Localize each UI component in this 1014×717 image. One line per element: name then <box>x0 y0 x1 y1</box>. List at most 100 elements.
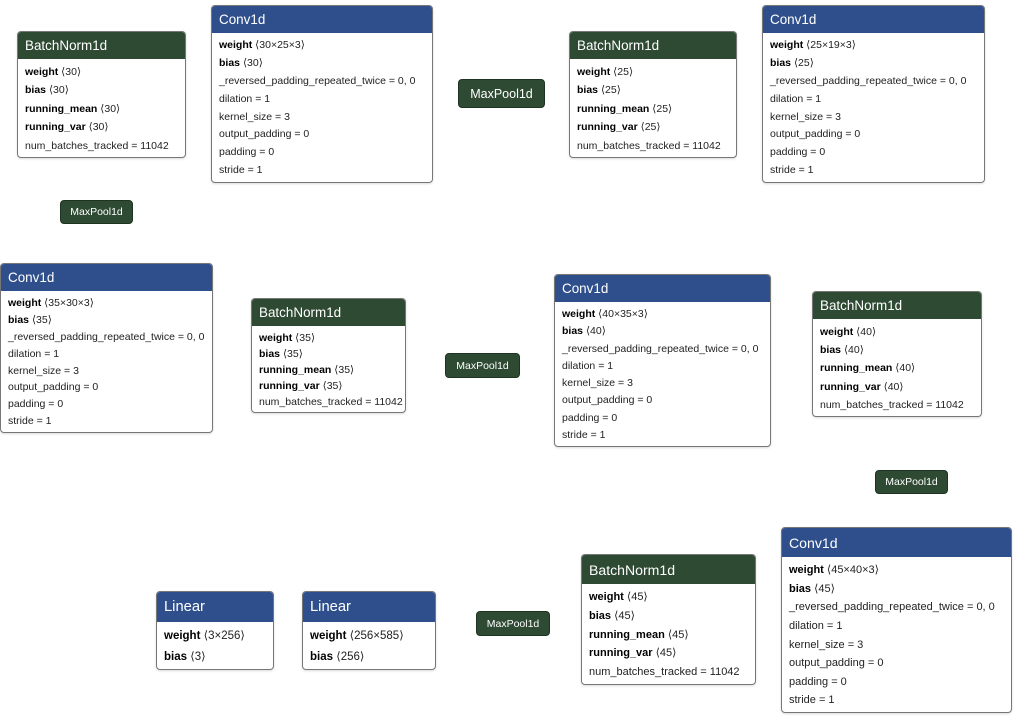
tensor-shape: ⟨35⟩ <box>31 313 52 326</box>
attribute-row: stride = 1 <box>8 415 52 428</box>
tensor-row: weight ⟨45×40×3⟩ <box>789 561 1004 580</box>
tensor-row: bias ⟨3⟩ <box>164 647 266 668</box>
attribute-row: kernel_size = 3 <box>219 110 290 123</box>
tensor-row: weight ⟨25⟩ <box>577 63 729 81</box>
tensor-shape: ⟨25⟩ <box>613 66 634 78</box>
attribute-row: stride = 1 <box>789 694 835 707</box>
tensor-name: weight <box>789 564 824 576</box>
tensor-shape: ⟨3×256⟩ <box>203 630 245 642</box>
tensor-row: bias ⟨256⟩ <box>310 647 428 668</box>
tensor-name: bias <box>25 84 47 97</box>
attribute-row: padding = 0 <box>789 675 847 688</box>
attribute-row: stride = 1 <box>770 164 814 177</box>
layer-node: BatchNorm1d weight ⟨30⟩ bias ⟨30⟩ running_m… <box>17 31 186 158</box>
layer-node: BatchNorm1d weight ⟨35⟩ bias ⟨35⟩ running_m… <box>251 298 406 413</box>
layer-node: Conv1d weight ⟨35×30×3⟩ bias ⟨35⟩ _reversed… <box>0 263 213 433</box>
node-body: weight ⟨30×25×3⟩ bias ⟨30⟩ _reversed_paddi… <box>212 33 432 182</box>
tensor-row: weight ⟨30×25×3⟩ <box>219 37 425 55</box>
attribute-row: num_batches_tracked = 11042 <box>577 139 721 152</box>
node-body: weight ⟨3×256⟩ bias ⟨3⟩ <box>157 622 273 669</box>
tensor-row: running_mean ⟨25⟩ <box>577 100 729 118</box>
tensor-name: bias <box>562 325 584 338</box>
attribute-row: output_padding = 0 <box>219 128 310 141</box>
tensor-shape: ⟨3⟩ <box>190 650 206 663</box>
tensor-name: weight <box>820 326 854 338</box>
node-body: weight ⟨45×40×3⟩ bias ⟨45⟩ _reversed_paddi… <box>782 557 1011 712</box>
tensor-row: running_mean ⟨40⟩ <box>820 359 974 377</box>
node-body: weight ⟨25⟩ bias ⟨25⟩ running_mean ⟨25⟩ run… <box>570 59 736 157</box>
tensor-row: weight ⟨35⟩ <box>259 330 398 346</box>
tensor-name: weight <box>219 39 253 51</box>
attribute-row: dilation = 1 <box>562 359 614 372</box>
tensor-shape: ⟨40⟩ <box>883 380 904 393</box>
tensor-name: bias <box>589 609 612 622</box>
attribute-row: padding = 0 <box>8 398 64 411</box>
node-body: weight ⟨30⟩ bias ⟨30⟩ running_mean ⟨30⟩ run… <box>18 59 185 157</box>
tensor-name: running_var <box>577 121 638 134</box>
attribute-row: output_padding = 0 <box>770 128 861 141</box>
attribute-row: output_padding = 0 <box>8 381 99 394</box>
layer-node: Conv1d weight ⟨30×25×3⟩ bias ⟨30⟩ _reversed… <box>211 5 433 183</box>
attribute-row: kernel_size = 3 <box>562 377 633 389</box>
tensor-row: weight ⟨256×585⟩ <box>310 626 428 647</box>
tensor-name: weight <box>589 591 624 603</box>
tensor-name: bias <box>310 650 334 663</box>
tensor-shape: ⟨40⟩ <box>843 344 864 357</box>
node-title: Conv1d <box>782 528 1011 557</box>
node-title: Linear <box>303 592 435 622</box>
tensor-row: bias ⟨45⟩ <box>789 580 1004 599</box>
tensor-row: bias ⟨35⟩ <box>259 346 398 362</box>
tensor-name: weight <box>770 39 804 51</box>
maxpool-node: MaxPool1d <box>875 470 948 494</box>
attribute-row: num_batches_tracked = 11042 <box>25 139 169 152</box>
layer-node: Linear weight ⟨256×585⟩ bias ⟨256⟩ <box>302 591 436 670</box>
attribute-row: stride = 1 <box>219 164 263 177</box>
attribute-row: stride = 1 <box>562 428 606 441</box>
layer-node: BatchNorm1d weight ⟨45⟩ bias ⟨45⟩ running_m… <box>581 554 756 685</box>
tensor-name: bias <box>219 56 241 69</box>
tensor-shape: ⟨256⟩ <box>336 650 365 663</box>
tensor-shape: ⟨40⟩ <box>585 325 606 338</box>
tensor-name: weight <box>259 332 293 344</box>
maxpool-node: MaxPool1d <box>458 79 545 108</box>
tensor-shape: ⟨40⟩ <box>856 326 877 338</box>
attribute-row: num_batches_tracked = 11042 <box>820 398 964 411</box>
node-title: BatchNorm1d <box>252 299 405 326</box>
tensor-name: running_mean <box>259 364 332 376</box>
tensor-row: weight ⟨40×35×3⟩ <box>562 306 763 323</box>
node-title: Conv1d <box>763 6 984 33</box>
node-title: BatchNorm1d <box>18 32 185 59</box>
tensor-row: bias ⟨35⟩ <box>8 312 205 329</box>
node-body: weight ⟨35×30×3⟩ bias ⟨35⟩ _reversed_paddi… <box>1 291 212 432</box>
tensor-name: bias <box>259 348 281 360</box>
node-title: Conv1d <box>1 264 212 291</box>
attribute-row: dilation = 1 <box>770 92 822 105</box>
tensor-row: running_var ⟨25⟩ <box>577 118 729 136</box>
tensor-shape: ⟨35⟩ <box>322 380 343 392</box>
tensor-name: weight <box>310 630 347 642</box>
attribute-row: num_batches_tracked = 11042 <box>589 666 740 679</box>
tensor-name: bias <box>8 313 30 326</box>
tensor-row: weight ⟨45⟩ <box>589 588 748 607</box>
tensor-row: bias ⟨40⟩ <box>820 341 974 359</box>
tensor-shape: ⟨45⟩ <box>814 582 835 595</box>
maxpool-node: MaxPool1d <box>476 611 550 636</box>
node-title: BatchNorm1d <box>570 32 736 59</box>
attribute-row: kernel_size = 3 <box>789 638 864 651</box>
tensor-name: running_var <box>259 380 320 392</box>
tensor-shape: ⟨25⟩ <box>600 84 621 97</box>
tensor-row: bias ⟨25⟩ <box>577 81 729 99</box>
tensor-shape: ⟨30⟩ <box>100 102 121 115</box>
maxpool-node: MaxPool1d <box>445 353 520 378</box>
layer-node: Conv1d weight ⟨45×40×3⟩ bias ⟨45⟩ _reversed… <box>781 527 1012 713</box>
tensor-shape: ⟨30⟩ <box>88 121 109 134</box>
layer-node: Conv1d weight ⟨40×35×3⟩ bias ⟨40⟩ _reversed… <box>554 274 771 447</box>
tensor-name: weight <box>25 66 59 78</box>
tensor-shape: ⟨25×19×3⟩ <box>806 39 856 51</box>
tensor-shape: ⟨45×40×3⟩ <box>826 564 879 576</box>
tensor-name: bias <box>820 344 842 357</box>
tensor-name: bias <box>770 56 792 69</box>
tensor-name: weight <box>562 308 596 320</box>
tensor-shape: ⟨30⟩ <box>48 84 69 97</box>
tensor-name: running_var <box>589 647 653 660</box>
